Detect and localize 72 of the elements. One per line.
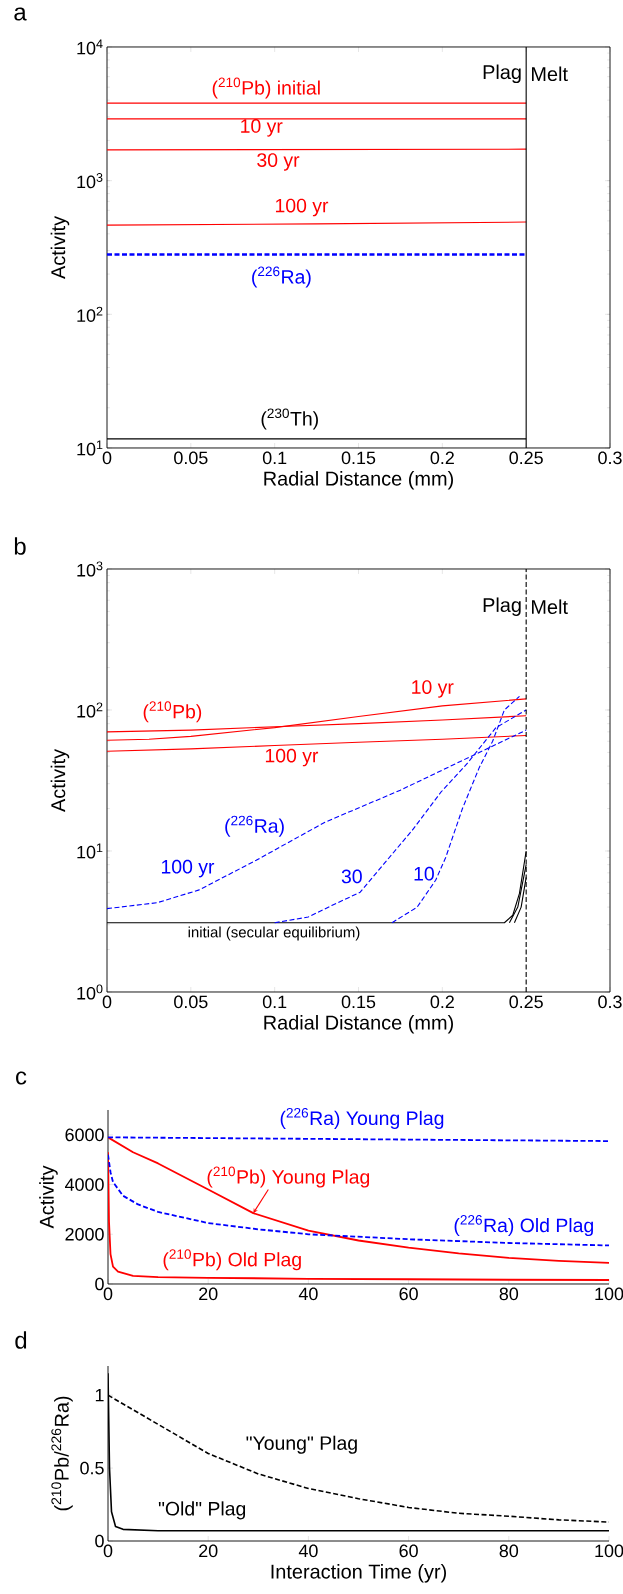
chart-title: b xyxy=(14,537,26,555)
y-tick-label: 10$^{1}$ xyxy=(77,440,103,456)
annotation: Melt xyxy=(532,599,568,615)
series-label: 100 yr xyxy=(161,859,215,878)
x-axis-title: Radial Distance (mm) xyxy=(264,1015,453,1034)
series-label: 100 yr xyxy=(265,748,319,767)
x-tick-label: 0.2 xyxy=(430,451,454,465)
y-tick-label: 0 xyxy=(95,1277,104,1291)
x-tick-label: 60 xyxy=(399,1287,418,1301)
x-tick-label: 0.1 xyxy=(262,995,287,1009)
x-tick-label: 0.15 xyxy=(341,451,376,465)
series-label: ($^{226}$Ra) xyxy=(252,266,311,288)
x-tick-label: 0.3 xyxy=(598,995,622,1009)
x-tick-label: 40 xyxy=(298,1544,318,1558)
y-axis-title: Activity xyxy=(50,748,70,813)
y-tick-label: 10$^{2}$ xyxy=(77,306,103,322)
y-tick-label: 4000 xyxy=(64,1178,104,1191)
series-label: ($^{210}$Pb) Young Plag xyxy=(207,1166,370,1188)
series-label: 100 yr xyxy=(275,198,329,217)
series-label: initial (secular equilibrium) xyxy=(188,926,360,941)
y-tick-label: 10$^{3}$ xyxy=(77,561,103,577)
x-axis-title: Radial Distance (mm) xyxy=(264,471,453,490)
series-label: 30 xyxy=(341,869,362,884)
y-tick-label: 1 xyxy=(95,1388,104,1402)
series-label: ($^{226}$Ra) Old Plag xyxy=(454,1215,593,1237)
x-tick-label: 0.3 xyxy=(598,451,622,465)
y-tick-label: 0 xyxy=(95,1534,104,1548)
y-tick-label: 2000 xyxy=(65,1227,104,1241)
chart-title: a xyxy=(14,7,27,21)
annotation: Plag xyxy=(483,64,521,84)
y-tick-label: 10$^{4}$ xyxy=(77,39,103,55)
chart-title: c xyxy=(16,1071,27,1085)
series-label: ($^{226}$Ra) Young Plag xyxy=(280,1107,444,1129)
series-label: ($^{210}$Pb) initial xyxy=(212,77,320,99)
x-tick-label: 0.05 xyxy=(174,995,208,1009)
x-tick-label: 20 xyxy=(199,1544,218,1558)
x-tick-label: 100 xyxy=(595,1287,623,1301)
series-label: 10 xyxy=(414,866,434,881)
y-tick-label: 6000 xyxy=(65,1128,104,1142)
series-label: 30 yr xyxy=(257,153,300,171)
x-tick-label: 0.15 xyxy=(341,995,376,1009)
annotation: Melt xyxy=(532,66,568,82)
x-tick-label: 80 xyxy=(499,1544,519,1558)
annotation: ($^{210}$Pb) xyxy=(143,701,202,723)
y-tick-label: 10$^{0}$ xyxy=(77,984,103,1000)
y-tick-label: 0.5 xyxy=(80,1461,104,1475)
x-tick-label: 0.1 xyxy=(262,451,287,465)
y-axis-title: Activity xyxy=(50,215,70,279)
annotation: Plag xyxy=(483,597,521,617)
x-tick-label: 80 xyxy=(499,1287,519,1301)
series-label: "Old" Plag xyxy=(158,1501,246,1520)
x-tick-label: 0.2 xyxy=(430,995,454,1009)
y-tick-label: 10$^{1}$ xyxy=(77,843,103,859)
y-axis-title: Activity xyxy=(39,1165,58,1229)
y-tick-label: 10$^{2}$ xyxy=(77,702,103,718)
y-tick-label: 10$^{3}$ xyxy=(77,173,103,189)
annotation: ($^{226}$Ra) xyxy=(225,815,284,837)
series-label: 10 yr xyxy=(241,119,283,137)
y-axis-title: ($^{210}$Pb/$^{226}$Ra) xyxy=(51,1396,73,1511)
x-tick-label: 40 xyxy=(298,1287,318,1301)
x-tick-label: 100 xyxy=(595,1544,623,1558)
series-label: ($^{210}$Pb) Old Plag xyxy=(163,1249,301,1271)
x-tick-label: 20 xyxy=(199,1287,218,1301)
x-axis-title: Interaction Time (yr) xyxy=(271,1564,447,1583)
series-label: ($^{230}$Th) xyxy=(261,408,318,430)
series-label: 10 yr xyxy=(412,680,454,698)
chart-title: d xyxy=(15,1331,27,1349)
x-tick-label: 60 xyxy=(399,1544,418,1558)
series-label: "Young" Plag xyxy=(246,1435,357,1454)
x-tick-label: 0.25 xyxy=(509,995,543,1009)
x-tick-label: 0.25 xyxy=(509,451,543,465)
x-tick-label: 0.05 xyxy=(174,451,208,465)
